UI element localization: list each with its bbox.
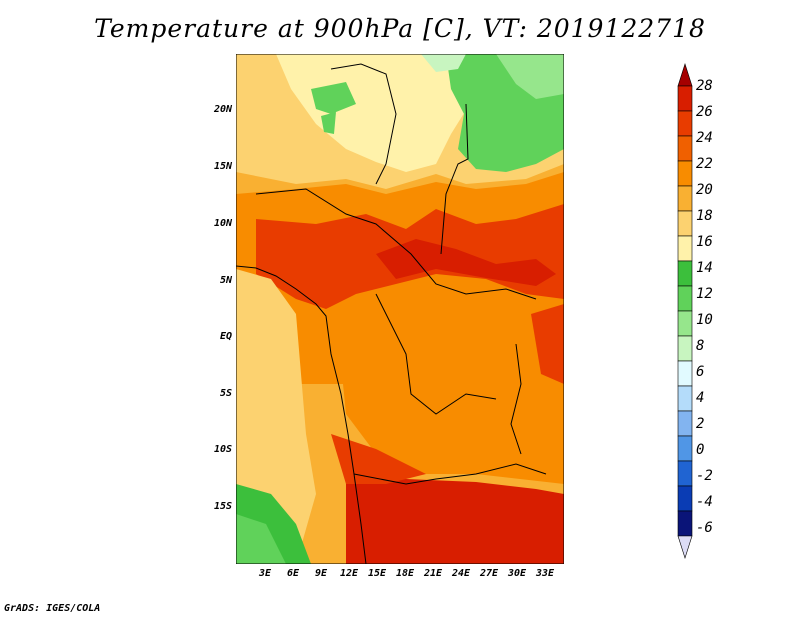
x-tick-label: 30E <box>507 568 527 579</box>
border-basin <box>375 293 497 415</box>
colorbar-swatch <box>677 435 693 462</box>
colorbar-swatch <box>677 135 693 162</box>
colorbar-label: 20 <box>696 182 713 198</box>
field-green-nw2 <box>321 112 336 134</box>
colorbar-label: 4 <box>696 390 705 406</box>
x-tick-label: 12E <box>339 568 359 579</box>
colorbar-swatch <box>677 535 693 559</box>
field-lightgreen-ne <box>496 54 564 99</box>
grads-credit: GrADS: IGES/COLA <box>4 603 101 614</box>
field-south-red <box>346 474 564 564</box>
colorbar-label: 18 <box>696 208 713 224</box>
x-tick-label: 3E <box>258 568 272 579</box>
colorbar-label: -2 <box>696 468 713 484</box>
colorbar-label: 16 <box>696 234 713 250</box>
colorbar-label: 24 <box>696 130 713 146</box>
colorbar-label: 22 <box>696 156 713 172</box>
coastline-west <box>236 265 367 564</box>
colorbar-swatch <box>677 85 693 112</box>
y-tick-label: 5S <box>219 388 232 399</box>
colorbar-label: 12 <box>696 286 713 302</box>
border-central <box>255 188 537 300</box>
field-south-orange <box>331 434 426 484</box>
x-tick-label: 24E <box>451 568 471 579</box>
field-sw-lightgreen <box>236 514 286 564</box>
colorbar-swatch <box>677 285 693 312</box>
colorbar-label: 2 <box>696 416 705 432</box>
y-tick-label: 10S <box>213 444 232 455</box>
colorbar-label: -4 <box>696 494 713 510</box>
border-east <box>440 103 469 255</box>
colorbar-label: 26 <box>696 104 713 120</box>
colorbar-swatch <box>677 63 693 87</box>
colorbar-swatch <box>677 185 693 212</box>
temperature-map <box>236 54 564 564</box>
field-east-red <box>531 304 564 384</box>
y-tick-label: 15S <box>213 501 232 512</box>
colorbar-label: 0 <box>696 442 705 458</box>
colorbar-swatch <box>677 385 693 412</box>
x-tick-label: 18E <box>395 568 415 579</box>
y-tick-label: EQ <box>219 331 232 342</box>
colorbar <box>677 63 693 559</box>
x-tick-label: 33E <box>535 568 555 579</box>
colorbar-label: -6 <box>696 520 713 536</box>
colorbar-swatch <box>677 235 693 262</box>
x-tick-label: 9E <box>314 568 328 579</box>
chart-title: Temperature at 900hPa [C], VT: 201912271… <box>94 14 706 43</box>
y-tick-label: 10N <box>213 218 232 229</box>
border-north <box>330 63 397 185</box>
colorbar-swatch <box>677 110 693 137</box>
colorbar-swatch <box>677 360 693 387</box>
colorbar-label: 8 <box>696 338 705 354</box>
y-tick-label: 20N <box>213 104 232 115</box>
colorbar-label: 6 <box>696 364 705 380</box>
field-north-paleyellow <box>276 54 486 172</box>
colorbar-label: 10 <box>696 312 713 328</box>
rift-lakes <box>510 343 522 455</box>
border-south <box>353 463 547 485</box>
colorbar-swatch <box>677 510 693 537</box>
colorbar-swatch <box>677 460 693 487</box>
field-green-nw <box>311 82 356 114</box>
colorbar-label: 14 <box>696 260 713 276</box>
x-tick-label: 21E <box>423 568 443 579</box>
x-tick-label: 27E <box>479 568 499 579</box>
y-tick-label: 15N <box>213 161 232 172</box>
x-tick-label: 6E <box>286 568 300 579</box>
field-pale-top <box>421 54 466 72</box>
field-basin-orange <box>336 304 564 484</box>
colorbar-swatch <box>677 335 693 362</box>
colorbar-swatch <box>677 260 693 287</box>
colorbar-swatch <box>677 160 693 187</box>
y-tick-label: 5N <box>219 275 232 286</box>
colorbar-swatch <box>677 485 693 512</box>
colorbar-label: 28 <box>696 78 713 94</box>
field-darkred-central <box>376 239 556 286</box>
colorbar-swatch <box>677 210 693 237</box>
x-tick-label: 15E <box>367 568 387 579</box>
colorbar-swatch <box>677 410 693 437</box>
colorbar-swatch <box>677 310 693 337</box>
